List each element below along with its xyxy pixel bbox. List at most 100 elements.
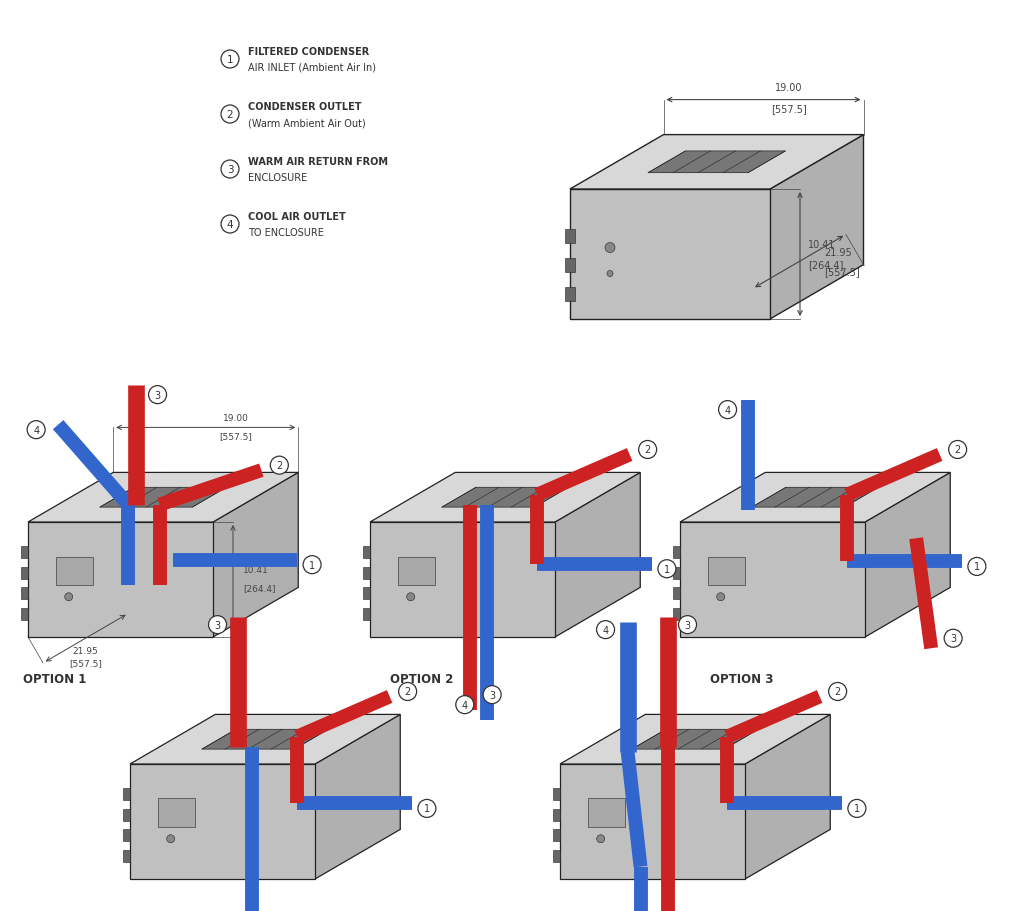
Polygon shape: [397, 557, 435, 586]
Circle shape: [944, 630, 963, 648]
Text: 4: 4: [226, 220, 233, 230]
Circle shape: [639, 441, 656, 459]
Text: OPTION 1: OPTION 1: [23, 672, 86, 685]
Polygon shape: [441, 487, 568, 507]
Text: CONDENSER OUTLET: CONDENSER OUTLET: [248, 102, 361, 112]
Polygon shape: [680, 522, 865, 638]
Text: 3: 3: [684, 620, 690, 630]
Text: 1: 1: [854, 804, 860, 814]
Circle shape: [848, 800, 866, 817]
Text: 4: 4: [725, 405, 731, 415]
FancyBboxPatch shape: [673, 588, 680, 599]
Polygon shape: [560, 714, 830, 764]
Text: [557.5]: [557.5]: [70, 659, 102, 668]
Polygon shape: [370, 522, 555, 638]
Circle shape: [148, 386, 167, 404]
Polygon shape: [28, 473, 298, 522]
Text: 2: 2: [835, 687, 841, 697]
FancyBboxPatch shape: [553, 788, 560, 800]
Circle shape: [607, 271, 613, 277]
Polygon shape: [370, 473, 640, 522]
Polygon shape: [28, 522, 213, 638]
Text: AIR INLET (Ambient Air In): AIR INLET (Ambient Air In): [248, 63, 376, 73]
Circle shape: [828, 682, 847, 701]
Polygon shape: [213, 473, 298, 638]
Polygon shape: [588, 799, 625, 827]
Text: [557.5]: [557.5]: [771, 104, 806, 114]
Text: 2: 2: [644, 445, 651, 455]
Text: OPTION 3: OPTION 3: [710, 672, 773, 685]
Circle shape: [719, 401, 736, 419]
Polygon shape: [202, 730, 329, 749]
Circle shape: [418, 800, 436, 817]
Text: OPTION 2: OPTION 2: [390, 672, 454, 685]
Circle shape: [221, 216, 239, 234]
FancyBboxPatch shape: [673, 567, 680, 579]
Text: 19.00: 19.00: [223, 414, 249, 423]
Circle shape: [948, 441, 967, 459]
Polygon shape: [315, 714, 400, 879]
Circle shape: [717, 593, 725, 601]
Polygon shape: [745, 714, 830, 879]
Polygon shape: [632, 730, 759, 749]
Circle shape: [605, 243, 615, 253]
FancyBboxPatch shape: [362, 609, 370, 620]
FancyBboxPatch shape: [362, 547, 370, 558]
Text: 3: 3: [155, 390, 161, 400]
Text: 3: 3: [489, 690, 496, 700]
Text: 1: 1: [664, 564, 670, 574]
Text: 21.95: 21.95: [824, 247, 852, 257]
Text: WARM AIR RETURN FROM: WARM AIR RETURN FROM: [248, 157, 388, 167]
FancyBboxPatch shape: [362, 588, 370, 599]
Text: 3: 3: [226, 165, 233, 175]
Text: 10.41: 10.41: [808, 240, 836, 250]
FancyBboxPatch shape: [565, 287, 575, 302]
FancyBboxPatch shape: [22, 588, 28, 599]
FancyBboxPatch shape: [673, 547, 680, 558]
FancyBboxPatch shape: [362, 567, 370, 579]
FancyBboxPatch shape: [565, 259, 575, 272]
Circle shape: [221, 161, 239, 179]
Circle shape: [407, 593, 415, 601]
Text: 4: 4: [462, 700, 468, 710]
Circle shape: [456, 696, 474, 714]
Text: 2: 2: [954, 445, 961, 455]
Text: ENCLOSURE: ENCLOSURE: [248, 173, 307, 183]
Polygon shape: [555, 473, 640, 638]
Text: 4: 4: [602, 625, 608, 635]
Circle shape: [679, 616, 696, 634]
Circle shape: [657, 560, 676, 578]
Circle shape: [483, 686, 501, 704]
FancyBboxPatch shape: [553, 850, 560, 862]
FancyBboxPatch shape: [123, 829, 130, 842]
FancyBboxPatch shape: [673, 609, 680, 620]
Text: 19.00: 19.00: [775, 83, 802, 93]
Text: COOL AIR OUTLET: COOL AIR OUTLET: [248, 211, 346, 221]
Circle shape: [221, 51, 239, 69]
Circle shape: [221, 106, 239, 124]
FancyBboxPatch shape: [553, 809, 560, 821]
Text: 2: 2: [226, 110, 233, 120]
Text: 10.41: 10.41: [243, 566, 268, 575]
FancyBboxPatch shape: [22, 609, 28, 620]
Polygon shape: [770, 136, 863, 320]
Text: TO ENCLOSURE: TO ENCLOSURE: [248, 228, 324, 238]
FancyBboxPatch shape: [22, 547, 28, 558]
Polygon shape: [130, 764, 315, 879]
Circle shape: [303, 556, 322, 574]
Circle shape: [398, 682, 417, 701]
Text: 3: 3: [214, 620, 220, 630]
Text: 21.95: 21.95: [73, 647, 98, 655]
Circle shape: [597, 621, 614, 639]
Text: 1: 1: [226, 55, 233, 65]
FancyBboxPatch shape: [123, 809, 130, 821]
Text: (Warm Ambient Air Out): (Warm Ambient Air Out): [248, 118, 366, 128]
Polygon shape: [570, 189, 770, 320]
Polygon shape: [99, 487, 226, 507]
Circle shape: [270, 456, 289, 475]
FancyBboxPatch shape: [553, 829, 560, 842]
Text: 1: 1: [424, 804, 430, 814]
Circle shape: [65, 593, 73, 601]
Text: 3: 3: [950, 633, 956, 643]
Polygon shape: [648, 152, 785, 173]
